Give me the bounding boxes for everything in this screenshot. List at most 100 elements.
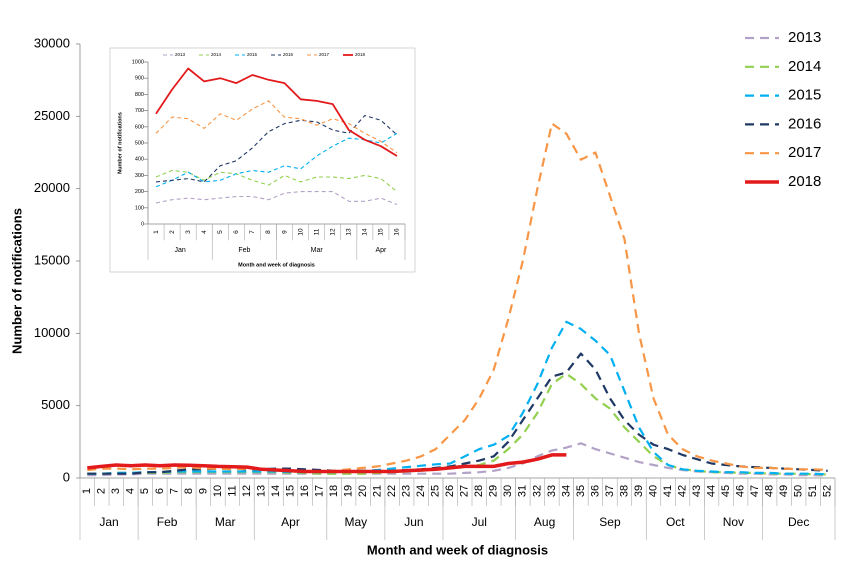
- month-label: Dec: [788, 515, 809, 529]
- x-tick-label: 8: [265, 230, 272, 234]
- x-tick-label: 9: [281, 230, 288, 234]
- y-axis-title: Number of notifications: [9, 208, 24, 354]
- x-tick-label: 31: [517, 485, 529, 497]
- month-label: Sep: [599, 515, 621, 529]
- legend-label: 2016: [283, 52, 294, 57]
- x-tick-label: 11: [313, 228, 320, 235]
- y-tick-label: 500: [135, 140, 144, 146]
- series-line: [87, 320, 828, 476]
- month-label: Apr: [281, 515, 300, 529]
- legend-label: 2015: [788, 87, 821, 104]
- y-tick-label: 300: [135, 173, 144, 179]
- y-tick-label: 600: [135, 124, 144, 130]
- x-tick-label: 40: [647, 485, 659, 497]
- y-tick-label: 30000: [34, 35, 70, 50]
- legend-label: 2015: [247, 52, 258, 57]
- legend-label: 2014: [788, 58, 821, 75]
- x-tick-label: 14: [362, 228, 369, 236]
- x-tick-label: 37: [604, 485, 616, 497]
- legend-label: 2018: [355, 52, 366, 57]
- x-tick-label: 12: [241, 485, 253, 497]
- month-label: Apr: [375, 247, 387, 254]
- x-tick-label: 10: [212, 485, 224, 497]
- x-tick-label: 18: [328, 485, 340, 497]
- series-line: [87, 372, 828, 476]
- x-tick-label: 24: [415, 485, 427, 497]
- inset-frame: [109, 47, 416, 273]
- x-tick-label: 36: [589, 485, 601, 497]
- month-label: Nov: [723, 515, 744, 529]
- legend-label: 2017: [319, 52, 330, 57]
- x-tick-label: 43: [691, 485, 703, 497]
- y-tick-label: 800: [135, 92, 144, 98]
- x-tick-label: 23: [401, 485, 413, 497]
- x-axis-title: Month and week of diagnosis: [367, 542, 548, 557]
- series-line: [155, 67, 398, 157]
- month-label: May: [345, 515, 368, 529]
- series-line: [87, 453, 567, 474]
- month-label: Mar: [215, 515, 236, 529]
- month-label: Mar: [311, 247, 324, 254]
- y-tick-label: 10000: [34, 325, 70, 340]
- y-tick-label: 5000: [41, 397, 70, 412]
- month-label: Feb: [157, 515, 178, 529]
- month-label: Oct: [666, 515, 685, 529]
- x-tick-label: 16: [394, 228, 401, 236]
- x-tick-label: 22: [386, 485, 398, 497]
- x-tick-label: 49: [778, 485, 790, 497]
- x-tick-label: 13: [255, 485, 267, 497]
- x-tick-label: 42: [676, 485, 688, 497]
- legend-label: 2013: [788, 29, 821, 46]
- x-tick-label: 3: [185, 230, 192, 234]
- x-tick-label: 30: [502, 485, 514, 497]
- series-line: [155, 132, 398, 188]
- x-axis-title: Month and week of diagnosis: [238, 262, 315, 268]
- x-tick-label: 12: [329, 228, 336, 236]
- x-tick-label: 20: [357, 485, 369, 497]
- x-tick-label: 2: [169, 230, 176, 234]
- x-tick-label: 7: [249, 230, 256, 234]
- y-tick-label: 20000: [34, 180, 70, 195]
- month-label: Jan: [174, 247, 185, 254]
- x-tick-label: 32: [531, 485, 543, 497]
- x-tick-label: 39: [633, 485, 645, 497]
- x-tick-label: 33: [546, 485, 558, 497]
- y-tick-label: 1000: [132, 59, 144, 65]
- y-tick-label: 100: [135, 205, 144, 211]
- x-tick-label: 47: [749, 485, 761, 497]
- legend-label: 2016: [788, 115, 821, 132]
- month-label: Feb: [238, 247, 250, 254]
- y-tick-label: 700: [135, 108, 144, 114]
- x-tick-label: 13: [346, 228, 353, 236]
- x-tick-label: 28: [473, 485, 485, 497]
- x-tick-label: 4: [125, 488, 137, 494]
- x-tick-label: 6: [233, 230, 240, 234]
- x-tick-label: 27: [459, 485, 471, 497]
- y-tick-label: 900: [135, 76, 144, 82]
- series-line: [87, 352, 828, 475]
- x-tick-label: 51: [807, 485, 819, 497]
- x-tick-label: 1: [81, 488, 93, 494]
- x-tick-label: 6: [154, 488, 166, 494]
- x-tick-label: 15: [284, 485, 296, 497]
- x-tick-label: 45: [720, 485, 732, 497]
- x-tick-label: 52: [822, 485, 834, 497]
- month-label: Aug: [534, 515, 555, 529]
- series-line: [155, 169, 398, 193]
- x-tick-label: 50: [793, 485, 805, 497]
- x-tick-label: 11: [226, 485, 238, 496]
- x-tick-label: 38: [618, 485, 630, 497]
- legend-label: 2017: [788, 144, 821, 161]
- x-tick-label: 25: [430, 485, 442, 497]
- x-tick-label: 3: [110, 488, 122, 494]
- x-tick-label: 34: [560, 485, 572, 497]
- y-tick-label: 0: [141, 221, 144, 227]
- x-tick-label: 2: [96, 488, 108, 494]
- series-line: [155, 100, 398, 154]
- x-tick-label: 46: [735, 485, 747, 497]
- y-tick-label: 200: [135, 189, 144, 195]
- x-tick-label: 16: [299, 485, 311, 497]
- legend-label: 2018: [788, 173, 821, 190]
- x-tick-label: 19: [343, 485, 355, 497]
